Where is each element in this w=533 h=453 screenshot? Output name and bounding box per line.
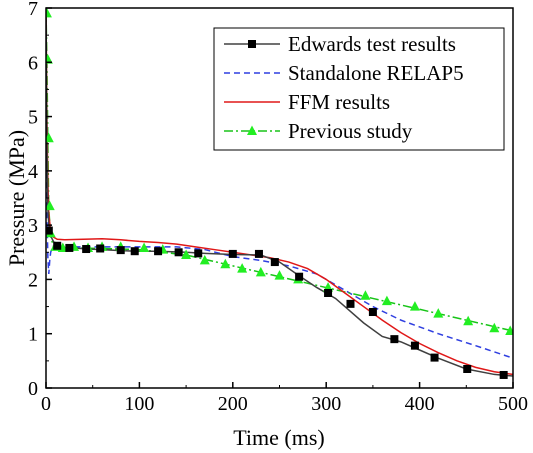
- marker-edwards-test-results: [463, 365, 472, 373]
- marker-edwards-test-results: [410, 341, 419, 350]
- marker-previous-study: [46, 54, 53, 64]
- marker-previous-study: [409, 301, 420, 311]
- tick-layer: 0 100 200 300 400 500 0 1 2 3 4 5 6 7: [28, 0, 528, 415]
- legend-label-edwards-test-results: Edwards test results: [288, 32, 456, 56]
- x-tick-label: 300: [311, 393, 341, 415]
- legend-label-previous-study: Previous study: [288, 119, 413, 143]
- marker-previous-study: [463, 315, 474, 326]
- x-axis-label: Time (ms): [233, 425, 324, 450]
- marker-edwards-test-results: [254, 249, 263, 258]
- marker-edwards-test-results: [116, 246, 125, 255]
- marker-edwards-test-results: [82, 245, 91, 254]
- marker-previous-study: [489, 322, 500, 333]
- marker-edwards-test-results: [295, 272, 304, 281]
- marker-previous-study: [46, 132, 54, 143]
- y-tick-label: 1: [28, 324, 38, 346]
- x-tick-label: 200: [218, 393, 248, 415]
- marker-previous-study: [46, 8, 52, 18]
- marker-previous-study: [274, 270, 285, 280]
- marker-edwards-test-results: [368, 308, 377, 316]
- y-tick-label: 2: [28, 269, 38, 291]
- x-tick-label: 0: [41, 393, 51, 415]
- marker-previous-study: [46, 200, 55, 211]
- legend-box: [213, 27, 505, 151]
- marker-edwards-test-results: [270, 258, 279, 267]
- marker-previous-study: [505, 325, 513, 335]
- y-tick-label: 6: [28, 52, 38, 74]
- series-line-standalone-relap5: [46, 62, 513, 359]
- marker-edwards-test-results: [194, 249, 203, 258]
- marker-edwards-test-results: [96, 244, 105, 253]
- marker-edwards-test-results: [65, 243, 74, 252]
- legend-label-ffm-results: FFM results: [288, 90, 390, 114]
- marker-previous-study: [220, 258, 231, 269]
- marker-edwards-test-results: [174, 248, 183, 257]
- y-axis-label: Pressure (MPa): [4, 130, 29, 266]
- y-tick-label: 3: [28, 215, 38, 237]
- legend-marker-edwards-test-results: [248, 40, 256, 48]
- marker-layer: [46, 8, 513, 379]
- x-tick-label: 500: [498, 393, 528, 415]
- marker-previous-study: [237, 263, 248, 273]
- legend: Edwards test results Standalone RELAP5 FFM…: [213, 27, 505, 151]
- y-tick-label: 5: [28, 107, 38, 129]
- marker-previous-study: [360, 290, 371, 300]
- marker-edwards-test-results: [324, 289, 333, 297]
- y-tick-label: 7: [28, 0, 38, 20]
- x-tick-label: 100: [124, 393, 154, 415]
- marker-edwards-test-results: [346, 299, 355, 308]
- marker-previous-study: [181, 249, 192, 259]
- marker-previous-study: [139, 242, 150, 252]
- marker-edwards-test-results: [390, 335, 399, 344]
- marker-edwards-test-results: [154, 247, 163, 256]
- legend-marker-previous-study: [247, 125, 257, 135]
- marker-edwards-test-results: [499, 370, 508, 379]
- legend-label-standalone-relap5: Standalone RELAP5: [288, 61, 464, 85]
- marker-previous-study: [433, 308, 444, 318]
- y-tick-label: 0: [28, 378, 38, 400]
- marker-previous-study: [381, 295, 392, 306]
- marker-edwards-test-results: [130, 247, 139, 256]
- marker-previous-study: [255, 266, 266, 277]
- marker-edwards-test-results: [46, 226, 53, 235]
- x-tick-label: 400: [405, 393, 435, 415]
- marker-edwards-test-results: [228, 249, 237, 258]
- marker-previous-study: [199, 254, 210, 265]
- y-tick-label: 4: [28, 161, 38, 183]
- marker-edwards-test-results: [430, 353, 439, 362]
- marker-edwards-test-results: [53, 241, 62, 250]
